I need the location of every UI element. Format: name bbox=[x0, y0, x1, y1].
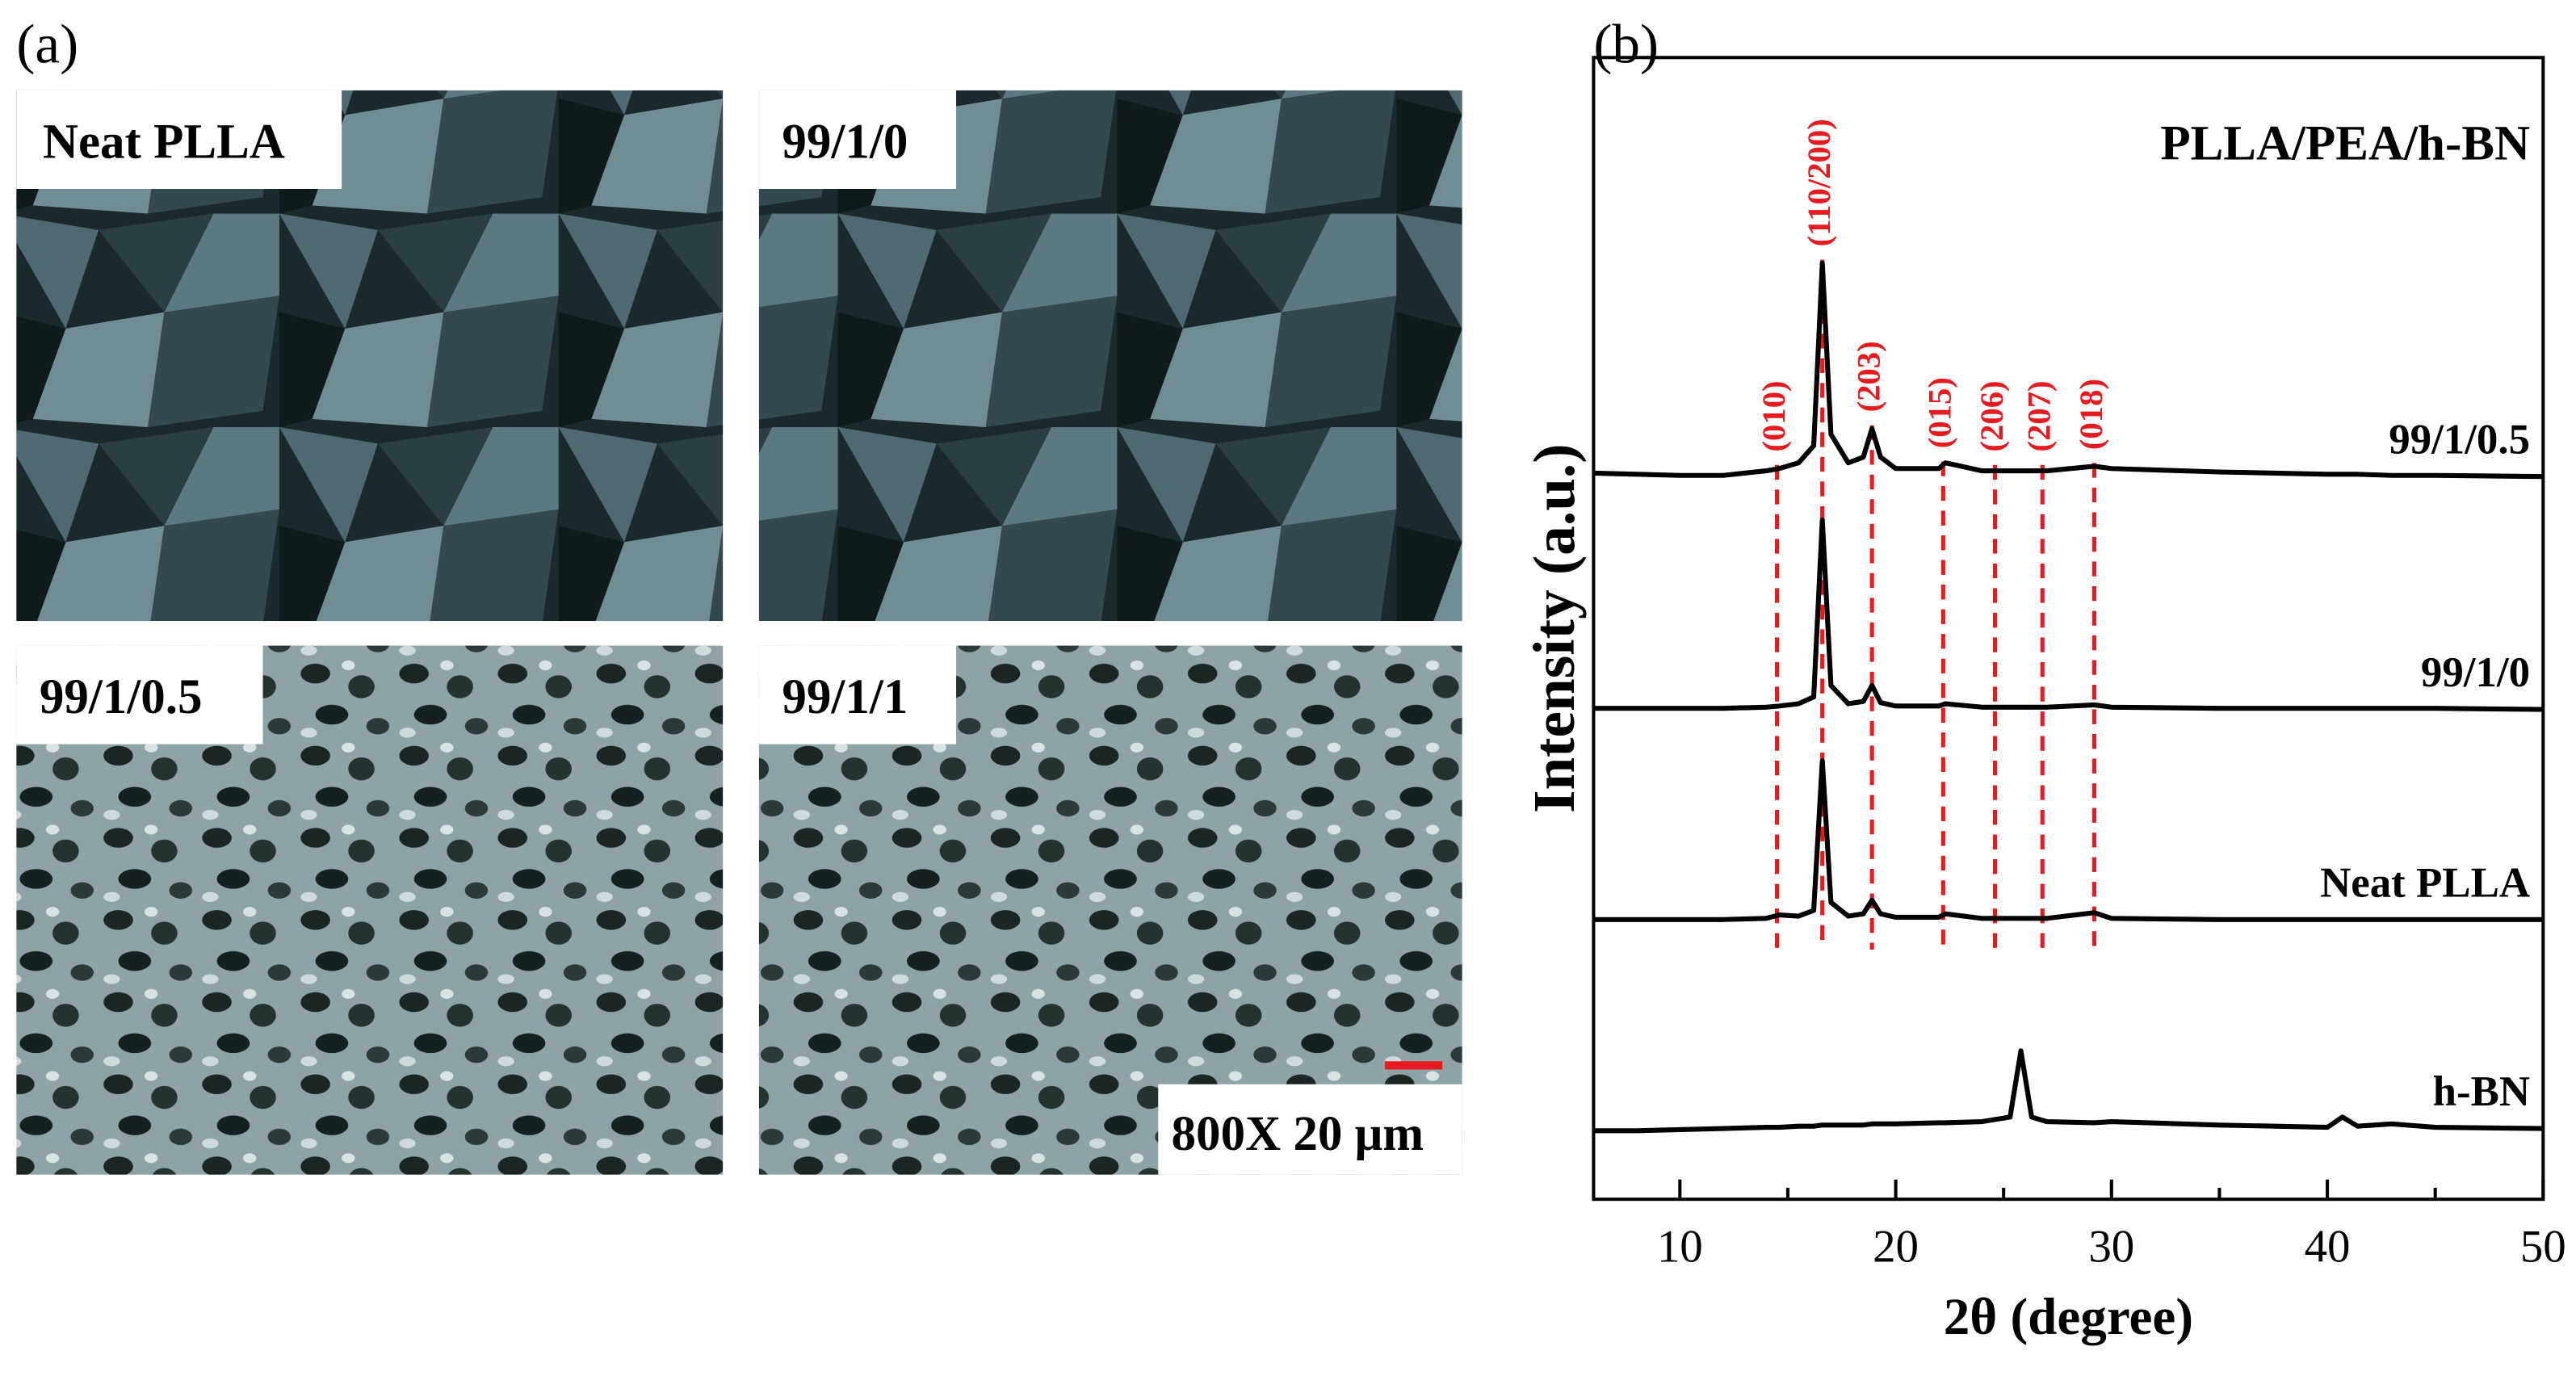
image-label: 99/1/1 bbox=[782, 670, 908, 724]
panel-a: (a) Neat PLLA 99/1/0 99/1/0.5 99/1/1 800… bbox=[16, 12, 1462, 1175]
peak-label: (206) bbox=[1974, 380, 2010, 451]
label-box bbox=[16, 90, 342, 189]
x-tick-label: 40 bbox=[2305, 1221, 2351, 1272]
scale-box bbox=[1158, 1084, 1462, 1175]
plot-frame bbox=[1592, 56, 2545, 1202]
peak-label: (018) bbox=[2073, 379, 2109, 450]
series-label: 99/1/0 bbox=[2421, 649, 2530, 696]
image-label: 99/1/0 bbox=[782, 115, 908, 169]
peak-label: (015) bbox=[1922, 377, 1958, 448]
peak-label: (110/200) bbox=[1801, 119, 1837, 246]
annotation: PLLA/PEA/h-BN bbox=[2160, 116, 2530, 170]
series-label: h-BN bbox=[2433, 1068, 2530, 1115]
scale-label: 800X 20 μm bbox=[1172, 1107, 1424, 1161]
y-axis-label: Intensity (a.u.) bbox=[1521, 443, 1587, 813]
label-box bbox=[758, 645, 957, 745]
peak-label: (207) bbox=[2021, 380, 2058, 451]
label-box bbox=[758, 90, 957, 189]
x-tick-label: 20 bbox=[1873, 1221, 1919, 1272]
series-label: 99/1/0.5 bbox=[2389, 417, 2530, 463]
series-line bbox=[1593, 758, 2544, 922]
series-label: Neat PLLA bbox=[2320, 859, 2530, 906]
x-axis-label: 2θ (degree) bbox=[1944, 1288, 2193, 1346]
series-line bbox=[1593, 517, 2544, 712]
series-line bbox=[1593, 260, 2544, 480]
peak-label: (203) bbox=[1850, 341, 1886, 412]
x-tick-label: 50 bbox=[2520, 1221, 2566, 1272]
image-label: 99/1/0.5 bbox=[40, 670, 203, 724]
peak-label: (010) bbox=[1756, 380, 1792, 451]
chart: 10 20 30 40 50 2θ (degree) Intensity (a.u.) PLL… bbox=[1521, 56, 2566, 1346]
label-box bbox=[16, 645, 263, 745]
panel-label: (b) bbox=[1593, 12, 1659, 74]
x-tick-label: 10 bbox=[1657, 1221, 1703, 1272]
panel-label: (a) bbox=[16, 12, 78, 74]
scale-bar bbox=[1385, 1061, 1443, 1070]
series-line bbox=[1593, 1048, 2544, 1134]
image-label: Neat PLLA bbox=[43, 115, 285, 169]
x-tick-label: 30 bbox=[2088, 1221, 2134, 1272]
